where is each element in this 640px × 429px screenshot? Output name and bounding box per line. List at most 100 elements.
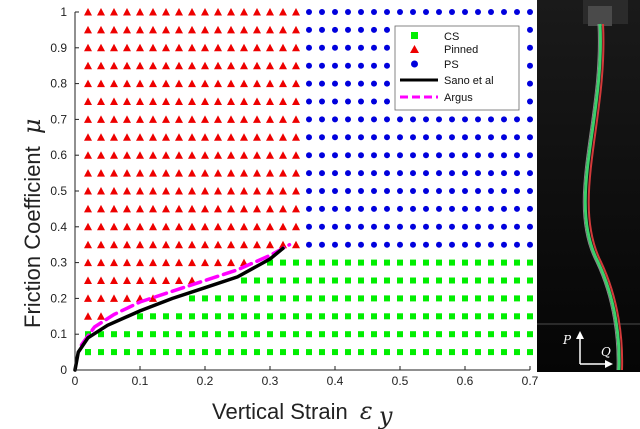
point-cs (462, 349, 468, 356)
point-ps (475, 188, 481, 194)
y-ticks: 0 0.1 0.2 0.3 0.4 0.5 0.6 0.7 0.8 0.9 1 (50, 5, 79, 377)
point-ps (332, 80, 338, 87)
point-cs (111, 331, 117, 338)
point-pinned (279, 8, 287, 16)
point-cs (488, 259, 494, 266)
point-cs (306, 259, 312, 266)
point-pinned (292, 240, 300, 249)
point-pinned (123, 61, 131, 70)
point-cs (384, 295, 390, 302)
point-ps (358, 134, 364, 141)
point-ps (410, 152, 416, 159)
point-pinned (162, 43, 170, 52)
point-ps (449, 116, 455, 123)
point-pinned (279, 187, 287, 195)
point-pinned (240, 204, 248, 213)
point-pinned (84, 151, 92, 159)
point-cs (384, 313, 390, 320)
point-pinned (149, 133, 157, 141)
point-cs (306, 349, 312, 356)
x-tick-label: 0.5 (392, 374, 409, 388)
point-cs (254, 295, 260, 302)
point-cs (436, 295, 442, 302)
point-cs (189, 295, 195, 302)
point-pinned (84, 276, 92, 284)
point-cs (176, 349, 182, 356)
point-cs (488, 349, 494, 356)
point-cs (449, 277, 455, 284)
point-ps (514, 170, 520, 177)
point-ps (371, 205, 377, 212)
point-pinned (266, 61, 274, 70)
point-pinned (266, 79, 274, 88)
point-ps (319, 26, 325, 33)
point-cs (176, 331, 182, 338)
point-pinned (201, 97, 209, 105)
point-cs (358, 313, 364, 320)
point-pinned (292, 25, 300, 34)
point-ps (514, 9, 520, 15)
legend-label-pinned: Pinned (444, 44, 478, 56)
point-cs (371, 331, 377, 338)
point-pinned (84, 25, 92, 34)
point-pinned (292, 204, 300, 213)
point-pinned (110, 240, 118, 249)
y-tick-label: 0.6 (50, 148, 67, 162)
point-pinned (97, 204, 105, 213)
point-pinned (162, 258, 170, 267)
point-ps (384, 223, 390, 230)
point-ps (358, 223, 364, 230)
point-pinned (84, 79, 92, 88)
point-pinned (266, 187, 274, 195)
point-ps (462, 188, 468, 194)
point-pinned (214, 133, 222, 141)
point-cs (254, 277, 260, 284)
point-pinned (162, 79, 170, 88)
point-pinned (110, 79, 118, 88)
point-cs (98, 331, 104, 338)
point-cs (163, 331, 169, 338)
point-pinned (84, 222, 92, 231)
point-pinned (136, 115, 144, 123)
point-cs (150, 313, 156, 320)
legend-label-ps: PS (444, 59, 459, 71)
point-pinned (201, 115, 209, 123)
point-pinned (123, 169, 131, 177)
point-pinned (188, 79, 196, 88)
point-cs (514, 313, 520, 320)
point-ps (436, 205, 442, 212)
point-cs (293, 313, 299, 320)
point-ps (527, 80, 533, 87)
point-ps (332, 188, 338, 194)
point-cs (345, 313, 351, 320)
point-cs (514, 349, 520, 356)
point-cs (267, 349, 273, 356)
point-pinned (188, 8, 196, 16)
point-ps (397, 170, 403, 177)
point-ps (410, 223, 416, 230)
point-ps (345, 205, 351, 212)
point-cs (410, 259, 416, 266)
point-ps (423, 134, 429, 141)
point-pinned (110, 8, 118, 16)
point-ps (488, 116, 494, 123)
point-ps (475, 241, 481, 248)
point-pinned (201, 8, 209, 16)
point-pinned (162, 187, 170, 195)
vector-p-label: P (562, 333, 572, 347)
point-pinned (188, 187, 196, 195)
point-cs (475, 259, 481, 266)
point-pinned (188, 169, 196, 177)
point-pinned (227, 97, 235, 105)
point-pinned (110, 169, 118, 177)
point-ps (345, 80, 351, 87)
point-pinned (110, 115, 118, 123)
point-cs (527, 331, 533, 338)
point-ps (488, 205, 494, 212)
point-cs (163, 313, 169, 320)
point-pinned (84, 258, 92, 267)
point-pinned (175, 240, 183, 249)
point-pinned (97, 294, 105, 302)
point-ps (319, 205, 325, 212)
point-cs (527, 313, 533, 320)
